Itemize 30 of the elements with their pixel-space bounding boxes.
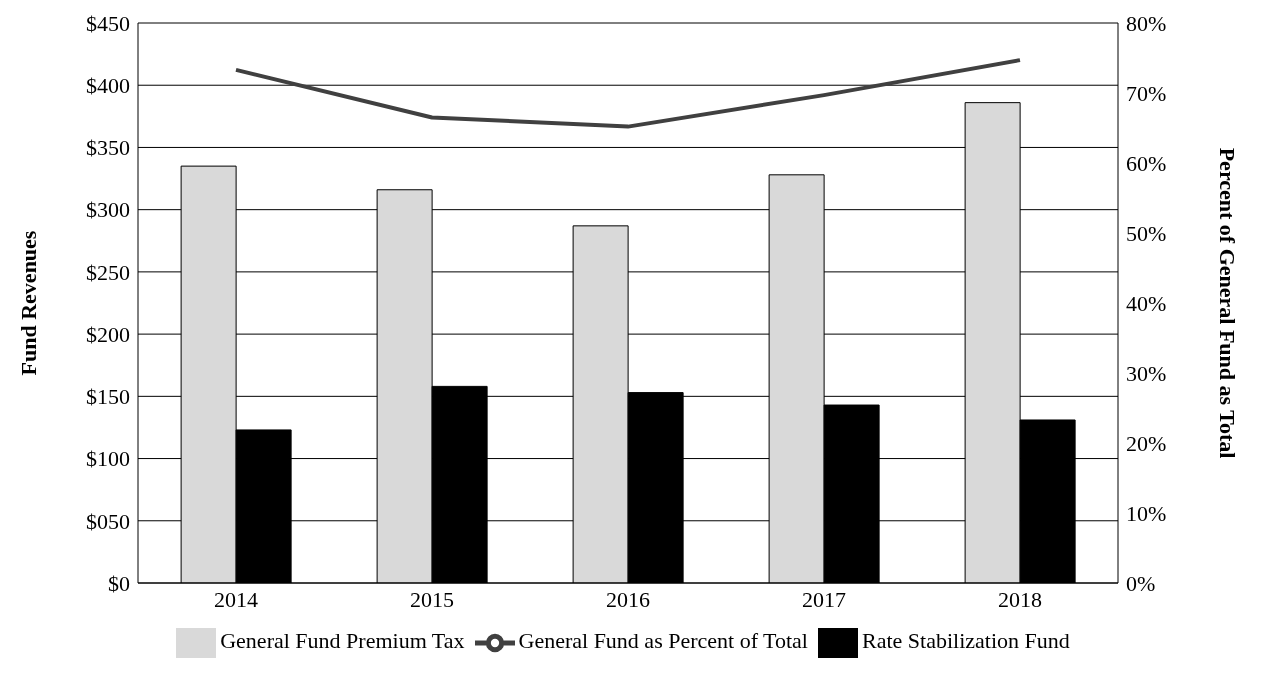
- y2-tick-label: 0%: [1126, 570, 1156, 596]
- y2-tick-label: 10%: [1126, 500, 1167, 526]
- legend-label: General Fund Premium Tax: [220, 628, 465, 654]
- y2-axis-title: Percent of General Fund as Total: [1215, 147, 1241, 459]
- x-tick-label: 2016: [606, 586, 650, 612]
- x-tick-label: 2014: [214, 586, 258, 612]
- y-tick-label: $400: [86, 73, 130, 99]
- y-tick-label: $0: [108, 570, 130, 596]
- y-axis-title: Fund Revenues: [15, 230, 41, 376]
- y-tick-label: $050: [86, 508, 130, 534]
- x-tick-label: 2018: [998, 586, 1042, 612]
- y-tick-label: $100: [86, 446, 130, 472]
- y-tick-label: $250: [86, 259, 130, 285]
- x-tick-label: 2017: [802, 586, 846, 612]
- y-tick-label: $150: [86, 384, 130, 410]
- y2-tick-label: 80%: [1126, 10, 1167, 36]
- y-tick-label: $200: [86, 321, 130, 347]
- legend-label: General Fund as Percent of Total: [518, 628, 808, 654]
- x-tick-label: 2015: [410, 586, 454, 612]
- legend-label: Rate Stabilization Fund: [862, 628, 1070, 654]
- y-tick-label: $350: [86, 135, 130, 161]
- y2-tick-label: 70%: [1126, 80, 1167, 106]
- y-tick-label: $300: [86, 197, 130, 223]
- y-tick-label: $450: [86, 10, 130, 36]
- y2-tick-label: 30%: [1126, 360, 1167, 386]
- y2-tick-label: 40%: [1126, 290, 1167, 316]
- y2-tick-label: 50%: [1126, 220, 1167, 246]
- y2-tick-label: 60%: [1126, 150, 1167, 176]
- line-series: [234, 58, 1022, 129]
- y2-tick-label: 20%: [1126, 430, 1167, 456]
